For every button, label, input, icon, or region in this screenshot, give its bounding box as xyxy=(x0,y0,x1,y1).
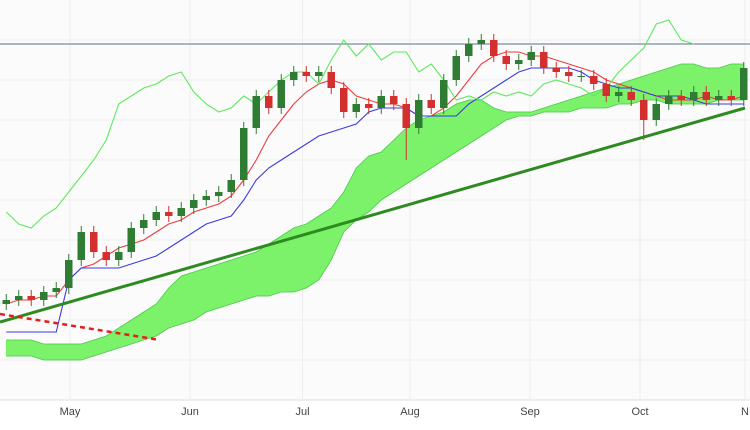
candle-body xyxy=(652,104,660,120)
candle-body xyxy=(240,128,248,180)
candle-body xyxy=(302,72,310,76)
candle-body xyxy=(402,104,410,128)
candle-body xyxy=(65,260,73,288)
cloud-segment xyxy=(431,111,444,169)
candle-body xyxy=(452,56,460,80)
candle-body xyxy=(440,80,448,108)
candle-body xyxy=(352,104,360,112)
candle-body xyxy=(690,92,698,100)
cloud-segment xyxy=(218,259,232,309)
cloud-segment xyxy=(206,263,219,313)
cloud-segment xyxy=(406,119,419,185)
candle-body xyxy=(527,52,535,60)
candle-body xyxy=(427,100,435,108)
candle-body xyxy=(727,96,735,100)
x-tick-label: Aug xyxy=(400,406,420,418)
candle-body xyxy=(202,196,210,200)
candle-body xyxy=(740,68,748,100)
cloud-segment xyxy=(6,339,19,357)
candle-body xyxy=(215,192,223,196)
candle-body xyxy=(502,56,510,64)
candle-body xyxy=(552,68,560,72)
cloud-segment xyxy=(43,343,57,361)
candle-body xyxy=(290,72,298,80)
candle-body xyxy=(77,232,85,260)
candle-body xyxy=(702,92,710,100)
candle-body xyxy=(490,40,498,56)
candle-body xyxy=(665,96,673,104)
candle-body xyxy=(677,96,685,100)
senkou-b xyxy=(6,99,744,361)
x-tick-label: Jul xyxy=(295,406,309,418)
candle-body xyxy=(227,180,235,192)
cloud-segment xyxy=(68,343,82,361)
candle-body xyxy=(52,288,60,292)
x-tick-label: Sep xyxy=(520,406,540,418)
candle-body xyxy=(477,40,485,44)
candle-body xyxy=(252,96,260,128)
candle-body xyxy=(565,72,573,76)
candle-body xyxy=(602,84,610,96)
x-tick-label: May xyxy=(60,406,81,418)
candle-body xyxy=(190,200,198,208)
candle-body xyxy=(115,252,123,260)
candle-body xyxy=(365,104,373,108)
candle-body xyxy=(577,76,585,77)
candle-body xyxy=(2,300,10,304)
x-tick-label: N xyxy=(741,406,749,418)
candle-body xyxy=(390,96,398,104)
cloud-segment xyxy=(456,99,469,153)
candle-body xyxy=(515,60,523,64)
candle-body xyxy=(27,296,35,300)
candle-body xyxy=(415,100,423,128)
x-tick-label: Jun xyxy=(181,406,199,418)
cloud-segment xyxy=(306,215,319,289)
candle-body xyxy=(327,72,335,88)
candle-body xyxy=(265,96,273,108)
indicator-line xyxy=(6,67,744,333)
cloud-segment xyxy=(243,251,257,301)
dashed-trend-line xyxy=(0,312,161,342)
candle-body xyxy=(152,212,160,220)
cloud-segment xyxy=(443,103,457,161)
candle-body xyxy=(177,208,185,216)
cloud-segment xyxy=(181,271,194,325)
indicator-line xyxy=(5,19,694,229)
candle-body xyxy=(40,292,48,300)
candle-body xyxy=(627,92,635,100)
cloud-segment xyxy=(518,111,532,117)
trend-line xyxy=(0,106,746,324)
candle-body xyxy=(640,100,648,120)
candle-body xyxy=(377,96,385,108)
candle-body xyxy=(540,52,548,68)
candle-body xyxy=(90,232,98,252)
cloud-segment xyxy=(56,343,69,361)
candle-body xyxy=(102,252,110,260)
candle-body xyxy=(277,80,285,108)
candle-body xyxy=(15,296,23,300)
cloud-segment xyxy=(231,255,244,305)
cloud-segment xyxy=(256,243,269,297)
candle-body xyxy=(127,228,135,252)
candle-body xyxy=(340,88,348,112)
cloud-segment xyxy=(718,63,732,101)
cloud-segment xyxy=(193,267,207,321)
candle-body xyxy=(715,96,723,100)
candle-body xyxy=(465,44,473,56)
x-tick-label: Oct xyxy=(631,406,648,418)
senkou-a xyxy=(6,63,744,345)
candle-body xyxy=(165,212,173,216)
cloud-segment xyxy=(18,339,32,357)
candle-body xyxy=(315,72,323,76)
candle-body xyxy=(140,220,148,228)
candle-body xyxy=(590,76,598,84)
candle-body xyxy=(615,92,623,96)
